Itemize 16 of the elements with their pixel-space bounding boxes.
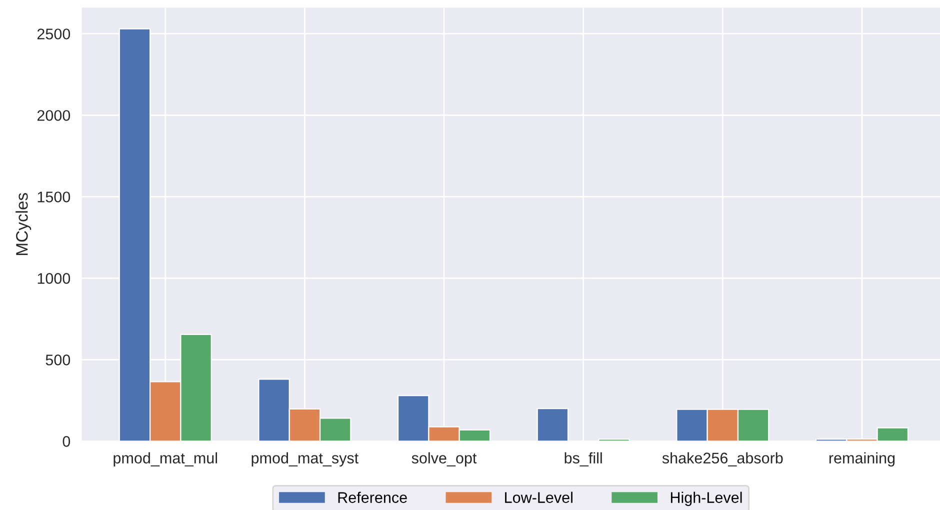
y-tick-label: 1500	[38, 192, 70, 202]
y-axis-title: MCycles	[16, 193, 32, 255]
legend-label: Low-Level	[505, 492, 572, 503]
x-tick-label: shake256_absorb	[662, 452, 783, 466]
x-tick-label: bs_fill	[564, 452, 602, 466]
y-tick-label: 500	[46, 354, 70, 366]
x-tick-label: pmod_mat_mul	[114, 452, 218, 467]
y-tick-label: 0	[62, 436, 70, 447]
y-tick-label: 2500	[37, 28, 70, 40]
legend-label: Reference	[338, 492, 407, 503]
x-tick-label: pmod_mat_syst	[252, 452, 359, 467]
legend-label: High-Level	[670, 492, 742, 506]
x-tick-label: solve_opt	[412, 452, 477, 467]
y-tick-label: 1000	[38, 273, 70, 284]
y-tick-label: 2000	[37, 110, 70, 121]
x-tick-label: remaining	[829, 452, 895, 467]
